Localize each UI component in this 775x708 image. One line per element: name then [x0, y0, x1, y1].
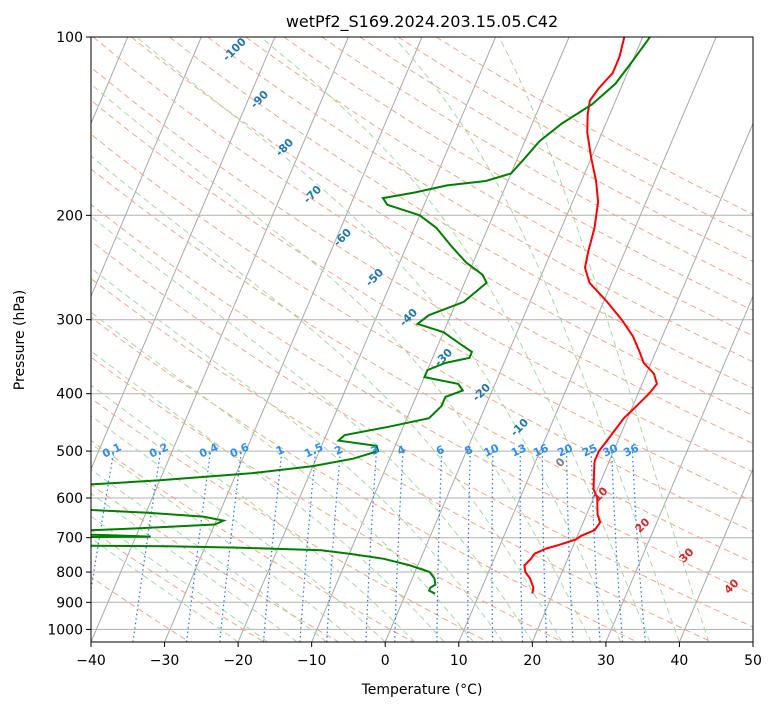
- isotherm-line: [91, 37, 349, 642]
- mixing-ratio-line: [566, 451, 574, 642]
- x-tick-label: 50: [744, 653, 762, 669]
- isotherm-line: [531, 122, 753, 642]
- isotherm-line: [91, 37, 276, 471]
- mixing-ratio-label: 10: [482, 441, 502, 459]
- mixing-ratio-line: [132, 451, 162, 642]
- y-tick-label: 1000: [47, 622, 83, 638]
- mixing-ratio-line: [467, 451, 471, 642]
- y-tick-label: 600: [56, 491, 83, 507]
- x-tick-label: 30: [597, 653, 615, 669]
- isotherm-line: [91, 37, 202, 298]
- moist-adiabat-line: [91, 468, 327, 642]
- dry-adiabat-line: [91, 203, 753, 595]
- mixing-ratio-label: 16: [531, 441, 551, 459]
- chart-title: wetPf2_S169.2024.203.15.05.C42: [286, 12, 558, 32]
- dry-adiabat-line: [207, 37, 753, 363]
- x-tick-label: 10: [450, 653, 468, 669]
- mixing-ratio-line: [394, 451, 404, 642]
- x-tick-label: 40: [671, 653, 689, 669]
- moist-adiabat-line: [91, 415, 386, 642]
- moist-adiabat-line: [91, 537, 239, 642]
- dry-adiabat-line: [91, 440, 414, 642]
- x-tick-label: −40: [76, 653, 106, 669]
- mixing-ratio-label: 30: [601, 441, 621, 459]
- dry-adiabat-line: [91, 133, 753, 533]
- moist-adiabat-line: [91, 492, 298, 642]
- temperature-profile-line: [523, 37, 659, 594]
- moist-adiabat-line: [393, 37, 680, 642]
- mixing-ratio-line: [365, 451, 378, 642]
- dry-adiabat-line: [397, 37, 753, 239]
- y-tick-label: 700: [56, 531, 83, 547]
- mixing-ratio-line: [299, 451, 317, 642]
- y-tick-label: 100: [56, 30, 83, 46]
- background-lines: [91, 37, 753, 642]
- plot-frame: [90, 36, 754, 643]
- dewpoint-profile-line: [91, 37, 651, 595]
- mixing-ratio-label: 13: [509, 441, 528, 459]
- mixing-ratio-line: [91, 450, 115, 594]
- mixing-ratio-line: [519, 451, 524, 642]
- mixing-ratio-line: [436, 451, 443, 642]
- dry-adiabat-line: [91, 483, 340, 642]
- moist-adiabat-line: [91, 267, 504, 642]
- dry-adiabat-line: [91, 397, 489, 642]
- dry-adiabat-line: [91, 278, 713, 642]
- x-tick-label: 0: [381, 653, 390, 669]
- y-tick-label: 800: [56, 565, 83, 581]
- mixing-ratio-label: 36: [621, 441, 641, 459]
- x-tick-label: 20: [523, 653, 541, 669]
- x-tick-label: −10: [297, 653, 327, 669]
- isotherm-line: [164, 37, 423, 642]
- moist-adiabat-line: [91, 215, 533, 642]
- dry-adiabat-line: [91, 529, 265, 642]
- x-axis-title: Temperature (°C): [361, 682, 483, 698]
- y-tick-label: 400: [56, 387, 83, 403]
- y-tick-label: 500: [56, 444, 83, 460]
- mixing-ratio-label: 25: [580, 441, 599, 459]
- mixing-ratio-line: [611, 451, 624, 642]
- dry-adiabat-line: [169, 37, 753, 389]
- mixing-ratio-line: [262, 451, 283, 642]
- dry-adiabat-line: [91, 99, 753, 502]
- profile-lines: [91, 37, 659, 595]
- mixing-ratio-line: [186, 451, 212, 642]
- mixing-ratio-line: [491, 451, 494, 642]
- x-tick-label: −20: [223, 653, 253, 669]
- mixing-ratio-line: [590, 451, 601, 642]
- y-tick-label: 200: [56, 208, 83, 224]
- mixing-ratio-label: 20: [555, 441, 575, 459]
- moist-adiabat-line: [498, 37, 710, 642]
- moist-adiabat-line: [91, 155, 563, 642]
- dry-adiabat-line: [91, 316, 638, 642]
- mixing-ratio-line: [326, 451, 341, 642]
- isotherm-line: [384, 37, 644, 642]
- y-tick-label: 900: [56, 595, 83, 611]
- moist-adiabat-line: [260, 37, 651, 642]
- moist-adiabat-line: [91, 443, 357, 642]
- dry-adiabat-line: [91, 168, 753, 564]
- dry-adiabat-line: [283, 37, 753, 312]
- moist-adiabat-line: [91, 384, 415, 642]
- y-axis-title: Pressure (hPa): [12, 290, 28, 390]
- moist-adiabat-line: [91, 311, 474, 642]
- moist-adiabat-line: [91, 350, 445, 642]
- dry-adiabat-line: [91, 66, 753, 473]
- isotherm-line: [678, 467, 753, 642]
- moist-adiabat-line: [136, 37, 622, 642]
- dry-adiabat-line: [359, 37, 753, 262]
- y-tick-label: 300: [56, 313, 83, 329]
- dry-adiabat-line: [91, 240, 753, 628]
- isotherm-line: [458, 37, 717, 642]
- x-tick-label: −30: [150, 653, 180, 669]
- mixing-ratio-line: [219, 451, 242, 642]
- dry-adiabat-line: [92, 37, 753, 445]
- mixing-ratio-line: [541, 451, 548, 642]
- isotherm-line: [237, 37, 497, 642]
- mixing-ratio-line: [631, 451, 646, 642]
- isotherm-line: [605, 294, 753, 642]
